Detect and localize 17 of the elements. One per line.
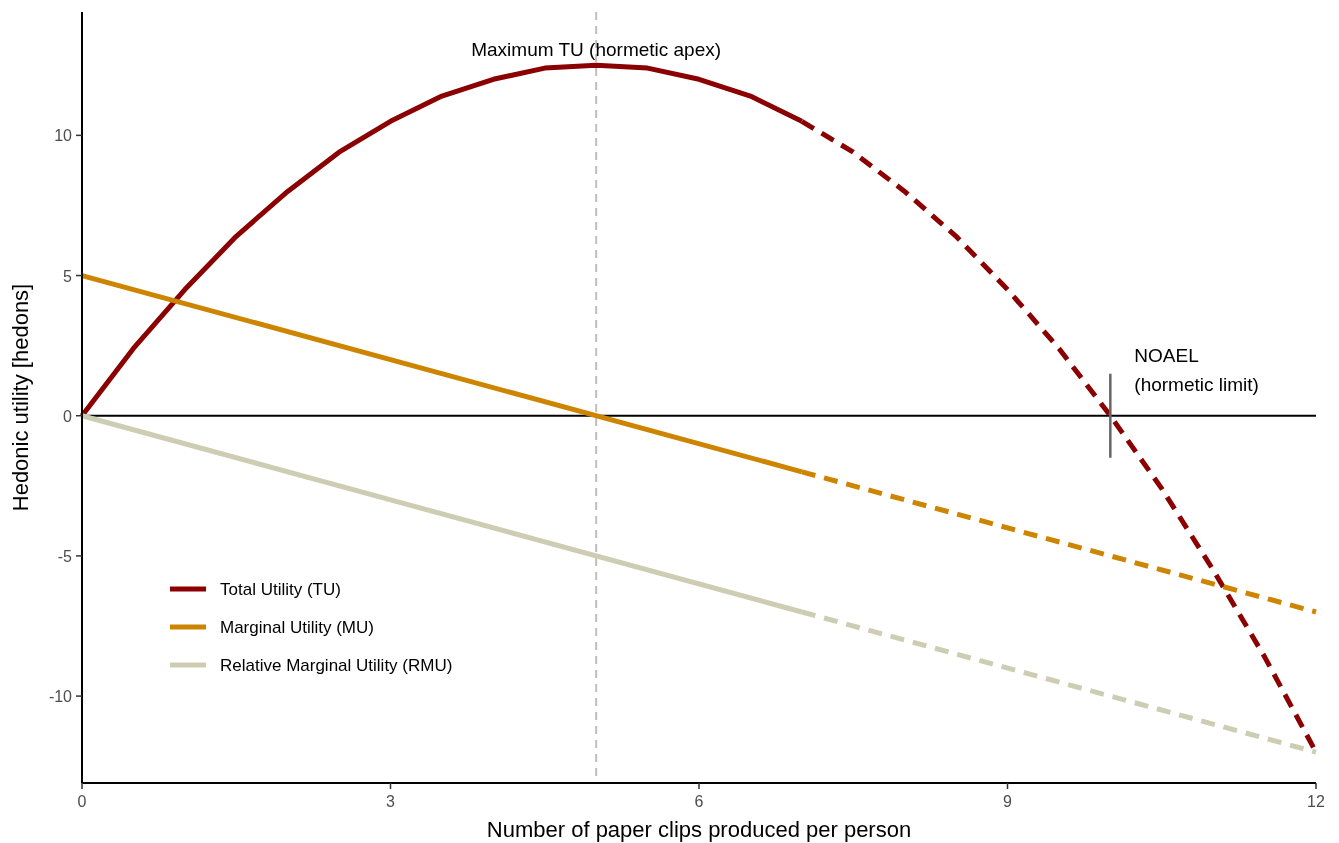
- y-tick-label: -10: [48, 688, 73, 706]
- legend-label: Total Utility (TU): [220, 580, 341, 599]
- y-tick-label: 10: [54, 127, 73, 145]
- y-tick-label: -5: [57, 547, 73, 565]
- x-tick-label: 0: [77, 793, 87, 810]
- x-tick-label: 3: [386, 793, 396, 810]
- x-tick-label: 6: [694, 793, 704, 810]
- x-tick-label: 9: [1003, 793, 1013, 810]
- y-axis-title: Hedonic utility [hedons]: [8, 283, 33, 512]
- legend-label: Marginal Utility (MU): [220, 618, 374, 637]
- y-tick-label: 0: [63, 407, 73, 425]
- x-tick-label: 12: [1307, 793, 1325, 810]
- legend-label: Relative Marginal Utility (RMU): [220, 656, 453, 675]
- annotation: NOAEL (hormetic limit): [1134, 344, 1259, 395]
- x-axis-title: Number of paper clips produced per person: [486, 817, 912, 842]
- y-tick-label: 5: [63, 267, 73, 285]
- ref-line-label: Maximum TU (hormetic apex): [471, 39, 722, 60]
